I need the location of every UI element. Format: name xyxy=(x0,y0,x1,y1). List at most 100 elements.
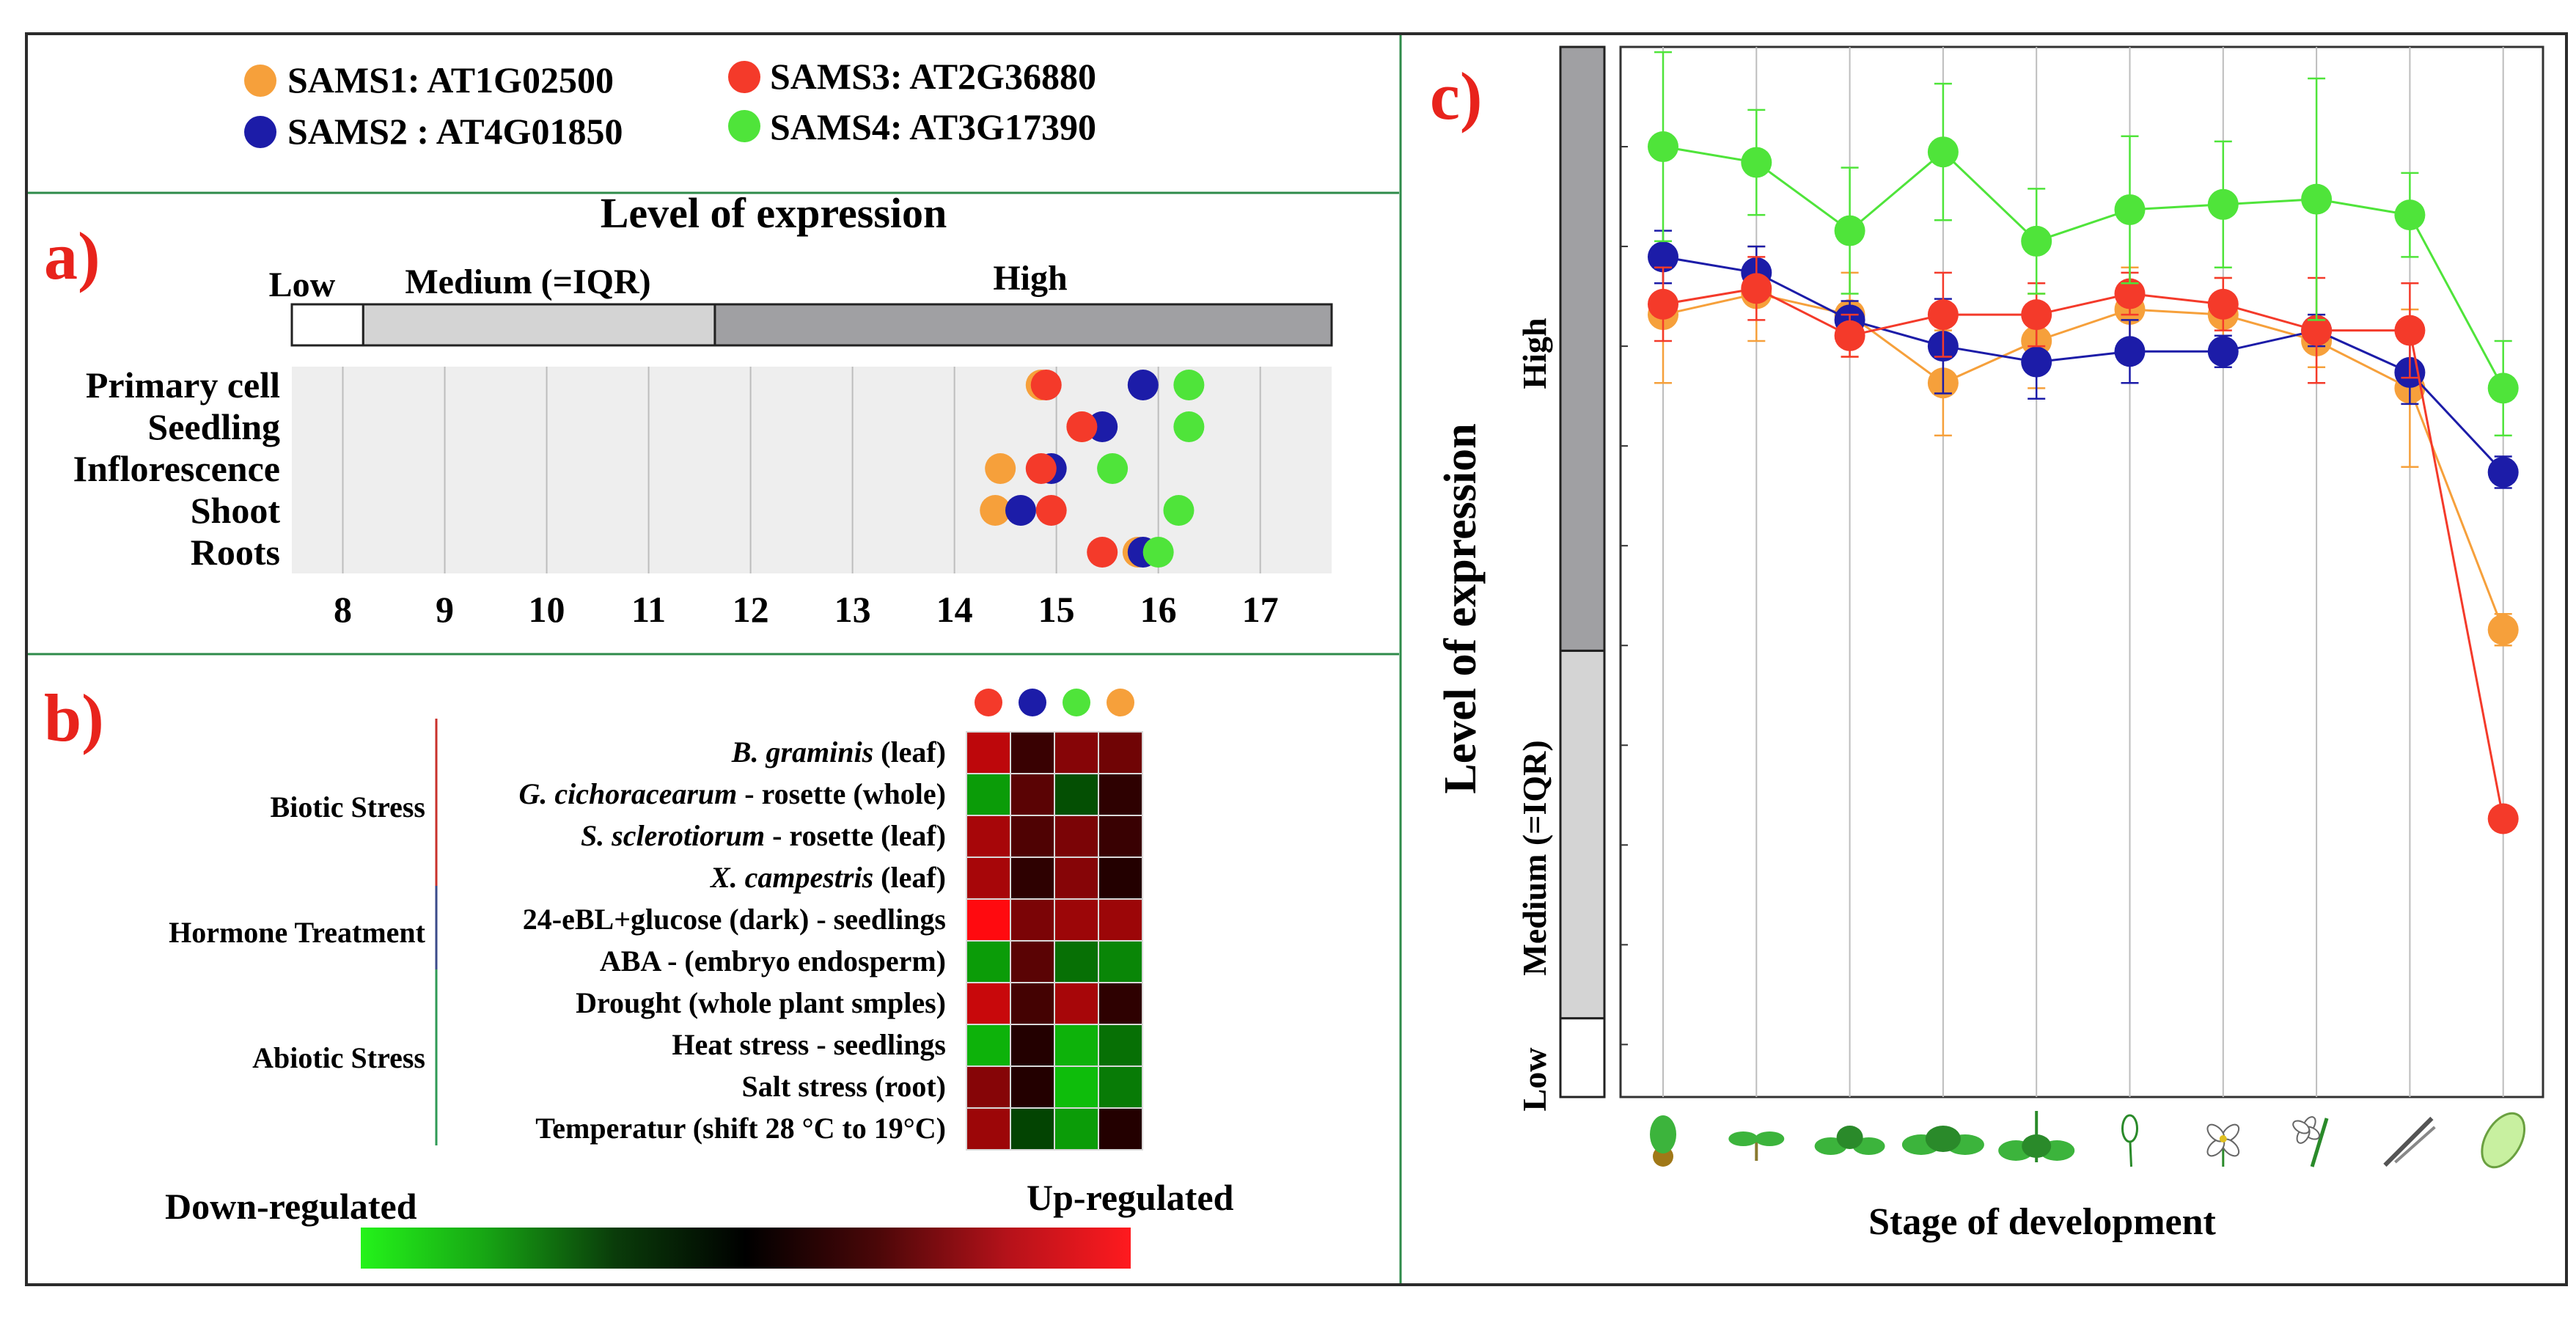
heatmap-cell xyxy=(966,856,1011,900)
heatmap-row-label: X. campestris (leaf) xyxy=(709,861,946,894)
heatmap-cell xyxy=(966,1024,1011,1067)
panel-a-points xyxy=(980,370,1205,568)
panel-a-category-label: Shoot xyxy=(191,490,281,531)
heatmap-cell xyxy=(966,815,1011,858)
panel-a-x-tick-label: 15 xyxy=(1038,589,1075,630)
panel-a-bar-label-low: Low xyxy=(269,265,336,304)
panel-a-x-tick-label: 10 xyxy=(529,589,565,630)
heatmap-row-label: B. graminis (leaf) xyxy=(731,735,946,768)
panel-a-expression-bar xyxy=(290,303,1333,347)
heatmap-cell xyxy=(1054,940,1099,983)
panel-c-point-sams4 xyxy=(1648,131,1678,163)
panel-c-y-label: Level of expression xyxy=(1436,423,1486,793)
panel-a-x-tick-label: 16 xyxy=(1140,589,1177,630)
panel-c-bar-label-high: High xyxy=(1516,318,1553,389)
panel-c-point-sams4 xyxy=(2114,194,2146,225)
panel-a-category-label: Seedling xyxy=(147,406,280,447)
heatmap-row-label: S. sclerotiorum - rosette (leaf) xyxy=(581,819,946,852)
panel-a-gridlines xyxy=(342,367,1261,573)
panel-c: High Medium (=IQR) Low Level of expressi… xyxy=(1436,45,2544,1243)
mature-silique-icon xyxy=(2383,1116,2436,1167)
panel-c-band-low xyxy=(1559,1017,1606,1098)
panel-a-band-medium xyxy=(362,303,716,347)
rosette-young-icon xyxy=(1814,1126,1885,1155)
panel-c-point-sams4 xyxy=(1834,215,1865,246)
panel-a-point-sams3 xyxy=(1035,495,1067,526)
heatmap-row-label-condition: - rosette (leaf) xyxy=(765,819,946,852)
heatmap-column-marker-sams2 xyxy=(1019,689,1046,716)
panel-c-point-sams3 xyxy=(2021,299,2052,331)
panel-c-point-sams2 xyxy=(2487,456,2519,488)
legend-label-sams2: SAMS2 : AT4G01850 xyxy=(287,111,623,152)
heatmap-cell xyxy=(1010,940,1055,983)
panel-a-x-tick-label: 14 xyxy=(936,589,973,630)
panel-c-point-sams2 xyxy=(2114,336,2146,367)
stage-icons xyxy=(1650,1111,2526,1169)
heatmap-cell xyxy=(966,898,1011,942)
heatmap-row-label: Heat stress - seedlings xyxy=(672,1028,946,1061)
panel-c-series-sams2 xyxy=(1648,230,2519,489)
panel-a-point-sams2 xyxy=(1127,370,1159,400)
panel-a: Level of expression Low Medium (=IQR) Hi… xyxy=(73,189,1333,630)
panel-a-plot-background xyxy=(292,367,1332,573)
heatmap-cell xyxy=(1098,940,1143,983)
scale-label-up: Up-regulated xyxy=(1027,1177,1234,1218)
panel-c-point-sams3 xyxy=(1927,299,1959,331)
panel-c-point-sams3 xyxy=(1741,273,1772,304)
panel-label-a: a) xyxy=(44,219,100,293)
panel-a-x-tick-label: 9 xyxy=(436,589,454,630)
heatmap-cell xyxy=(1054,773,1099,816)
seedling-icon xyxy=(1728,1131,1785,1161)
heatmap-cell xyxy=(1098,1024,1143,1067)
panel-c-point-sams3 xyxy=(2487,803,2519,834)
heatmap-cell xyxy=(1010,856,1055,900)
panel-a-point-sams4 xyxy=(1142,537,1174,568)
heatmap-cell xyxy=(1010,1065,1055,1109)
panel-c-line-sams2 xyxy=(1662,255,2504,473)
heatmap-row-label-condition: (leaf) xyxy=(873,861,946,894)
panel-c-line-sams1 xyxy=(1662,292,2505,631)
panel-a-bar-label-high: High xyxy=(993,259,1067,298)
flower-with-silique-icon xyxy=(2292,1116,2329,1167)
heatmap-row-label-species: S. sclerotiorum xyxy=(581,819,765,852)
heatmap-row-labels: B. graminis (leaf) G. cichoracearum - ros… xyxy=(519,735,946,1145)
panel-c-line-sams4 xyxy=(1662,145,2505,389)
panel-a-category-label: Inflorescence xyxy=(73,448,280,489)
panel-a-x-tick-label: 17 xyxy=(1242,589,1279,630)
heatmap-cell xyxy=(966,731,1011,774)
panel-a-point-sams3 xyxy=(1066,411,1098,442)
heatmap-row-label: G. cichoracearum - rosette (whole) xyxy=(519,777,946,810)
heatmap-cell xyxy=(1010,773,1055,816)
panel-c-series xyxy=(1648,51,2519,834)
heatmap-cell xyxy=(1054,856,1099,900)
panel-a-point-sams1 xyxy=(985,453,1016,484)
germinated-seed-icon xyxy=(1650,1115,1676,1167)
legend-marker-sams4 xyxy=(728,110,760,142)
panel-c-series-sams4 xyxy=(1648,51,2519,437)
heatmap-group-label: Abiotic Stress xyxy=(252,1041,425,1074)
color-scale-bar xyxy=(361,1228,1131,1269)
panel-c-point-sams3 xyxy=(1648,288,1678,320)
panel-a-category-label: Roots xyxy=(191,532,280,573)
scale-label-down: Down-regulated xyxy=(165,1186,417,1227)
open-flower-icon xyxy=(2206,1123,2240,1167)
legend-label-sams3: SAMS3: AT2G36880 xyxy=(770,56,1096,97)
panel-c-band-high xyxy=(1559,45,1606,652)
heatmap-cell xyxy=(1010,1107,1055,1151)
panel-a-bar-label-medium: Medium (=IQR) xyxy=(405,263,650,301)
heatmap-cell xyxy=(1054,1065,1099,1109)
panel-c-point-sams1 xyxy=(2487,614,2519,645)
legend: SAMS1: AT1G02500 SAMS2 : AT4G01850 SAMS3… xyxy=(244,56,1096,152)
panel-c-y-ticks xyxy=(1621,146,1628,1046)
heatmap-cell xyxy=(1054,982,1099,1025)
panel-a-point-sams1 xyxy=(980,495,1011,526)
panel-c-series-sams3 xyxy=(1648,256,2519,834)
heatmap-group-label: Hormone Treatment xyxy=(169,916,426,949)
panel-a-band-high xyxy=(713,303,1333,347)
panel-c-plot-frame xyxy=(1619,45,2544,1098)
panel-c-point-sams3 xyxy=(2394,315,2426,346)
heatmap-cell xyxy=(966,1107,1011,1151)
panel-a-point-sams3 xyxy=(1030,370,1062,400)
heatmap-cell xyxy=(1098,815,1143,858)
